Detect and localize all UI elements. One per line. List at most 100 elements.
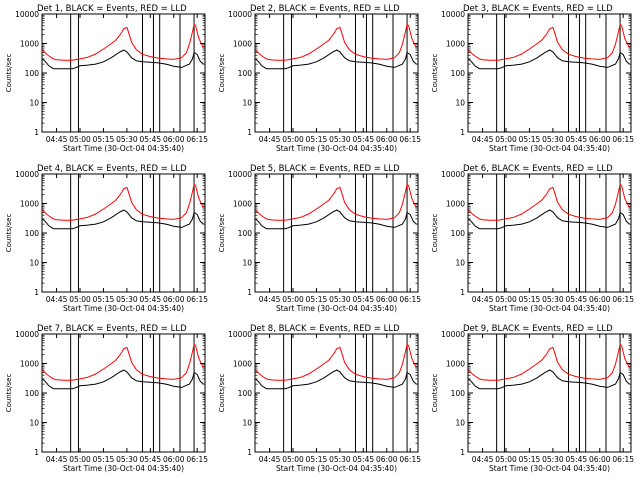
events-series-line xyxy=(255,369,417,390)
y-tick-label: 1000 xyxy=(233,200,252,209)
plot-frame xyxy=(467,13,632,133)
x-axis-label: Start Time (30-Oct-04 04:35:40) xyxy=(276,144,397,153)
x-tick-label: 05:00 xyxy=(495,135,517,144)
x-axis-label: Start Time (30-Oct-04 04:35:40) xyxy=(489,144,610,153)
plot-frame xyxy=(41,173,206,293)
plot-frame xyxy=(41,333,206,453)
x-tick-label: 05:00 xyxy=(495,455,517,464)
x-tick-label: 05:30 xyxy=(329,135,351,144)
y-tick-label: 100 xyxy=(238,389,253,398)
panel-title: Det 1, BLACK = Events, RED = LLD xyxy=(37,4,187,14)
x-axis-label: Start Time (30-Oct-04 04:35:40) xyxy=(63,304,184,313)
x-tick-label: 05:45 xyxy=(140,135,162,144)
y-tick-label: 10 xyxy=(242,99,252,108)
plot-frame xyxy=(254,13,419,133)
lld-series-line xyxy=(42,343,204,381)
x-tick-label: 06:15 xyxy=(186,455,208,464)
y-tick-label: 1000 xyxy=(20,360,39,369)
x-tick-label: 05:00 xyxy=(69,135,91,144)
x-tick-label: 06:15 xyxy=(612,295,634,304)
x-tick-label: 05:30 xyxy=(116,295,138,304)
x-tick-label: 05:15 xyxy=(519,295,541,304)
y-axis-label: Counts/sec xyxy=(218,54,226,93)
x-tick-label: 06:15 xyxy=(612,455,634,464)
y-tick-label: 100 xyxy=(451,229,466,238)
panel-title: Det 3, BLACK = Events, RED = LLD xyxy=(463,4,613,14)
y-tick-label: 10000 xyxy=(228,10,252,19)
plot-frame xyxy=(41,13,206,133)
x-tick-label: 05:45 xyxy=(140,455,162,464)
y-tick-label: 1000 xyxy=(233,40,252,49)
x-tick-label: 05:15 xyxy=(519,455,541,464)
y-tick-label: 100 xyxy=(25,69,40,78)
x-tick-label: 04:45 xyxy=(472,295,494,304)
lld-series-line xyxy=(468,183,630,221)
x-tick-label: 05:30 xyxy=(329,295,351,304)
y-axis-label: Counts/sec xyxy=(431,214,439,253)
x-tick-label: 05:00 xyxy=(282,135,304,144)
x-axis-label: Start Time (30-Oct-04 04:35:40) xyxy=(276,464,397,473)
y-tick-label: 10000 xyxy=(441,10,465,19)
x-tick-label: 05:30 xyxy=(542,295,564,304)
x-tick-label: 06:00 xyxy=(376,295,398,304)
plot-frame xyxy=(254,333,419,453)
x-tick-label: 06:00 xyxy=(163,295,185,304)
y-tick-label: 1000 xyxy=(446,200,465,209)
x-tick-label: 05:15 xyxy=(306,455,328,464)
detector-panel: 1 10 100 1000 10000 04:45 05:00 05:15 05:30 05:45… xyxy=(431,164,634,313)
x-tick-label: 05:45 xyxy=(353,135,375,144)
y-tick-label: 1 xyxy=(34,288,39,297)
x-tick-label: 04:45 xyxy=(259,455,281,464)
detector-panel: 1 10 100 1000 10000 04:45 05:00 05:15 05:30 05:45… xyxy=(5,164,208,313)
y-tick-label: 1000 xyxy=(446,40,465,49)
lld-series-line xyxy=(42,183,204,221)
events-series-line xyxy=(42,49,204,70)
x-tick-label: 06:15 xyxy=(612,135,634,144)
x-tick-label: 05:15 xyxy=(93,455,115,464)
lld-series-line xyxy=(468,23,630,61)
x-tick-label: 06:00 xyxy=(163,135,185,144)
x-tick-label: 06:15 xyxy=(399,295,421,304)
y-tick-label: 1000 xyxy=(20,200,39,209)
x-tick-label: 05:45 xyxy=(566,135,588,144)
x-axis-label: Start Time (30-Oct-04 04:35:40) xyxy=(276,304,397,313)
y-tick-label: 1 xyxy=(34,128,39,137)
detector-panel: 1 10 100 1000 10000 04:45 05:00 05:15 05:30 05:45… xyxy=(218,4,421,153)
x-tick-label: 05:45 xyxy=(353,295,375,304)
events-series-line xyxy=(42,369,204,390)
x-tick-label: 06:15 xyxy=(186,135,208,144)
x-tick-label: 05:30 xyxy=(116,135,138,144)
x-tick-label: 06:00 xyxy=(376,455,398,464)
events-series-line xyxy=(468,209,630,230)
y-tick-label: 10 xyxy=(29,259,39,268)
x-tick-label: 05:00 xyxy=(282,455,304,464)
y-tick-label: 1 xyxy=(460,448,465,457)
y-tick-label: 10000 xyxy=(441,330,465,339)
lld-series-line xyxy=(255,23,417,61)
x-tick-label: 04:45 xyxy=(259,295,281,304)
y-tick-label: 1 xyxy=(460,128,465,137)
x-tick-label: 05:15 xyxy=(306,135,328,144)
x-tick-label: 05:30 xyxy=(542,455,564,464)
y-tick-label: 10000 xyxy=(15,10,39,19)
x-tick-label: 04:45 xyxy=(46,455,68,464)
plot-frame xyxy=(254,173,419,293)
y-tick-label: 10 xyxy=(455,99,465,108)
y-tick-label: 1 xyxy=(247,448,252,457)
panel-title: Det 2, BLACK = Events, RED = LLD xyxy=(250,4,400,14)
detector-panel: 1 10 100 1000 10000 04:45 05:00 05:15 05:30 05:45… xyxy=(5,324,208,473)
x-tick-label: 05:00 xyxy=(282,295,304,304)
y-axis-label: Counts/sec xyxy=(218,374,226,413)
x-tick-label: 04:45 xyxy=(46,295,68,304)
y-axis-label: Counts/sec xyxy=(5,54,13,93)
x-tick-label: 06:00 xyxy=(163,455,185,464)
events-series-line xyxy=(468,49,630,70)
y-axis-label: Counts/sec xyxy=(431,54,439,93)
y-tick-label: 100 xyxy=(238,229,253,238)
detector-panel: 1 10 100 1000 10000 04:45 05:00 05:15 05:30 05:45… xyxy=(5,4,208,153)
y-tick-label: 100 xyxy=(451,69,466,78)
lld-series-line xyxy=(42,23,204,61)
y-tick-label: 10 xyxy=(29,419,39,428)
x-tick-label: 04:45 xyxy=(259,135,281,144)
